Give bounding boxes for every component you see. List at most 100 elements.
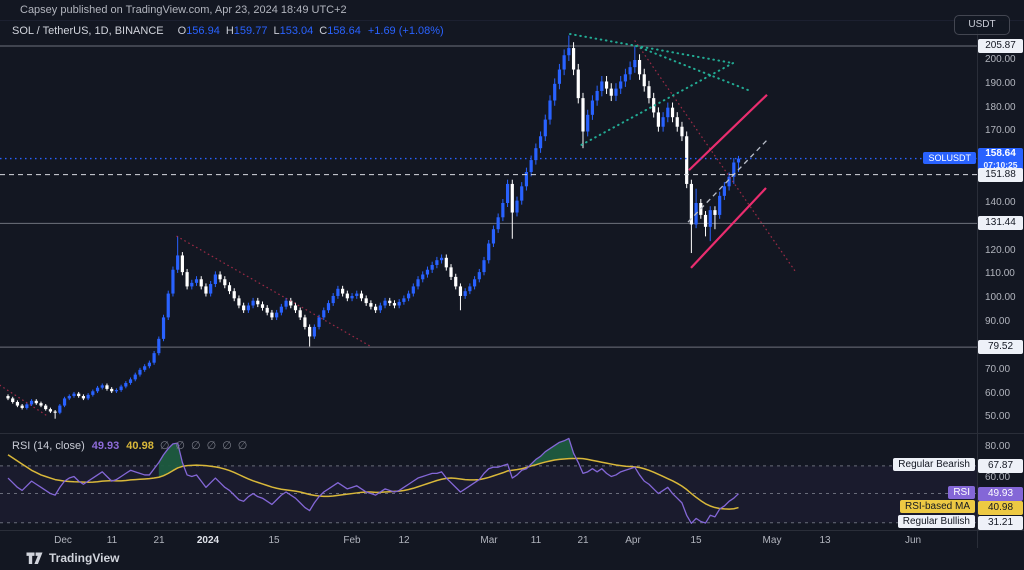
time-axis-label[interactable]: May — [762, 535, 782, 546]
candle-up[interactable] — [491, 229, 496, 244]
candle-down[interactable] — [237, 298, 241, 306]
candle-down[interactable] — [685, 136, 689, 184]
candle-up[interactable] — [133, 374, 137, 380]
symbol-legend[interactable]: SOL / TetherUS, 1D, BINANCE O156.94 H159.7… — [12, 25, 444, 37]
candle-down[interactable] — [454, 276, 458, 287]
time-axis-label[interactable]: 12 — [398, 535, 410, 546]
candle-down[interactable] — [270, 312, 274, 318]
candle-up[interactable] — [128, 379, 133, 383]
candle-up[interactable] — [138, 369, 142, 375]
candle-down[interactable] — [364, 298, 368, 304]
candle-down[interactable] — [689, 183, 693, 225]
time-axis-label[interactable]: 11 — [106, 535, 118, 546]
candle-down[interactable] — [223, 279, 227, 286]
candle-up[interactable] — [213, 274, 217, 285]
candle-up[interactable] — [520, 186, 524, 201]
candle-up[interactable] — [72, 393, 76, 397]
candle-down[interactable] — [15, 402, 20, 406]
candle-down[interactable] — [656, 112, 660, 127]
candle-down[interactable] — [298, 310, 302, 318]
candle-up[interactable] — [557, 69, 562, 84]
candle-down[interactable] — [260, 304, 265, 308]
candle-down[interactable] — [218, 274, 222, 280]
candle-up[interactable] — [463, 291, 467, 296]
time-axis-label[interactable]: Feb — [343, 535, 361, 546]
candle-up[interactable] — [194, 279, 199, 283]
candle-up[interactable] — [91, 391, 95, 395]
candle-down[interactable] — [392, 303, 397, 306]
candle-down[interactable] — [232, 291, 236, 299]
candle-down[interactable] — [642, 74, 646, 87]
candle-up[interactable] — [425, 269, 430, 275]
time-axis-label[interactable]: 15 — [690, 535, 702, 546]
candle-down[interactable] — [345, 293, 349, 299]
candle-down[interactable] — [180, 255, 184, 273]
candle-down[interactable] — [293, 305, 298, 311]
candle-up[interactable] — [468, 286, 472, 292]
candle-down[interactable] — [703, 214, 708, 227]
candle-up[interactable] — [100, 385, 104, 388]
rsi-ma-line[interactable] — [7, 454, 739, 510]
candle-up[interactable] — [416, 279, 420, 287]
candle-up[interactable] — [355, 293, 359, 296]
candle-up[interactable] — [119, 386, 123, 391]
candle-up[interactable] — [633, 60, 637, 68]
candle-up[interactable] — [157, 338, 161, 354]
candle-up[interactable] — [586, 114, 590, 132]
candle-down[interactable] — [581, 98, 585, 132]
candle-up[interactable] — [152, 353, 156, 363]
candle-down[interactable] — [256, 300, 260, 305]
candle-up[interactable] — [402, 298, 406, 302]
candle-down[interactable] — [199, 279, 203, 287]
candle-down[interactable] — [44, 405, 48, 410]
candle-down[interactable] — [77, 393, 81, 397]
candle-down[interactable] — [670, 107, 675, 118]
price-label-support1[interactable]: 131.44 — [978, 216, 1023, 231]
candle-down[interactable] — [265, 307, 269, 313]
candle-up[interactable] — [25, 404, 29, 408]
candle-up[interactable] — [176, 255, 180, 270]
candle-up[interactable] — [58, 405, 62, 413]
candle-up[interactable] — [251, 300, 255, 306]
candle-down[interactable] — [303, 317, 307, 327]
candle-up[interactable] — [496, 217, 500, 230]
candle-up[interactable] — [708, 210, 712, 227]
candle-up[interactable] — [161, 317, 166, 339]
rsi-indicator-legend[interactable]: RSI (14, close) 49.93 40.98 ∅ ∅ ∅ ∅ ∅ ∅ — [12, 439, 247, 452]
candle-up[interactable] — [623, 74, 628, 82]
candle-up[interactable] — [534, 148, 538, 161]
candle-up[interactable] — [421, 274, 425, 280]
candle-up[interactable] — [661, 117, 665, 127]
candle-up[interactable] — [312, 326, 316, 337]
candle-down[interactable] — [637, 60, 642, 75]
time-axis-label[interactable]: 13 — [819, 535, 831, 546]
time-axis-label[interactable]: 2024 — [196, 535, 220, 546]
candle-down[interactable] — [449, 267, 453, 277]
candle-up[interactable] — [171, 269, 175, 294]
candle-down[interactable] — [6, 396, 10, 399]
candle-down[interactable] — [374, 306, 378, 311]
candle-down[interactable] — [458, 286, 463, 296]
candle-up[interactable] — [439, 257, 444, 261]
dashed-projection-line[interactable] — [687, 139, 768, 223]
candle-up[interactable] — [732, 162, 736, 177]
candle-up[interactable] — [435, 260, 439, 265]
price-label-support2[interactable]: 79.52 — [978, 340, 1023, 355]
candle-down[interactable] — [110, 388, 114, 392]
candle-up[interactable] — [501, 202, 505, 218]
candle-down[interactable] — [105, 385, 109, 389]
candle-up[interactable] — [614, 88, 618, 96]
candle-up[interactable] — [553, 83, 557, 101]
candle-down[interactable] — [20, 405, 24, 408]
candle-up[interactable] — [718, 195, 722, 215]
candle-down[interactable] — [713, 210, 717, 215]
time-axis-label[interactable]: 15 — [268, 535, 280, 546]
time-axis-label[interactable]: Mar — [480, 535, 498, 546]
candle-down[interactable] — [609, 88, 613, 96]
candle-up[interactable] — [477, 272, 481, 280]
candle-down[interactable] — [341, 288, 345, 294]
candle-up[interactable] — [628, 67, 632, 75]
candle-up[interactable] — [29, 400, 34, 405]
candle-up[interactable] — [86, 394, 90, 399]
candle-up[interactable] — [590, 100, 595, 115]
